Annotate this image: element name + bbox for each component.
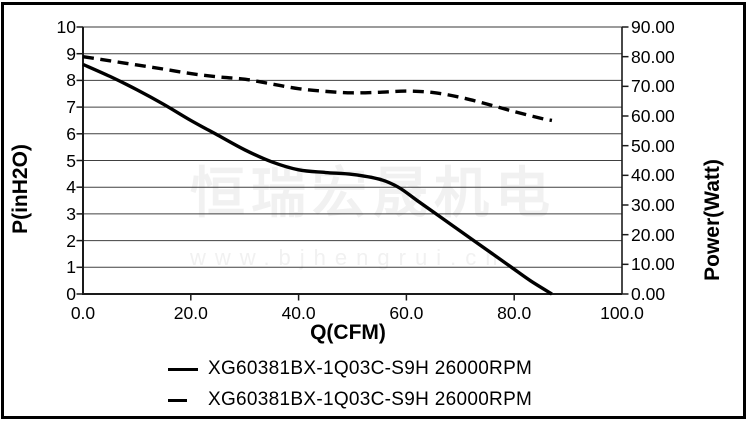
y-left-tick-label: 8 <box>66 70 76 91</box>
x-tick-label: 60.0 <box>389 303 424 323</box>
y-right-tick-label: 80.00 <box>631 46 675 67</box>
legend-item-power: XG60381BX-1Q03C-S9H 26000RPM <box>168 389 532 411</box>
y-right-tick-label: 40.00 <box>631 165 675 186</box>
y-right-tick-label: 20.00 <box>631 224 675 245</box>
y-left-tick-label: 7 <box>66 97 76 118</box>
y-left-tick-label: 0 <box>66 284 76 304</box>
legend-dashed-line-marker <box>168 398 187 402</box>
y-right-tick-label: 90.00 <box>631 17 675 37</box>
legend-item-pressure: XG60381BX-1Q03C-S9H 26000RPM <box>168 358 532 380</box>
power-curve <box>82 54 553 123</box>
x-tick-label: 40.0 <box>281 303 316 323</box>
y-right-tick-label: 30.00 <box>631 195 675 215</box>
legend-label-power: XG60381BX-1Q03C-S9H 26000RPM <box>208 389 533 410</box>
watermark-url-text: www.bjhengrui.cn <box>190 245 507 270</box>
x-tick-label: 0.0 <box>70 303 96 323</box>
y-right-tick-label: 70.00 <box>631 76 675 97</box>
y-left-tick-label: 5 <box>66 150 76 171</box>
y-left-tick-label: 6 <box>66 123 76 144</box>
y-left-tick-label: 10 <box>56 17 76 37</box>
y-right-tick-label: 0.00 <box>631 284 666 304</box>
watermark-chinese-text: 恒瑞宏晟机电 <box>190 162 557 224</box>
x-tick-label: 80.0 <box>497 303 532 323</box>
y-right-tick-label: 50.00 <box>631 135 675 156</box>
y-right-tick-label: 10.00 <box>631 254 675 275</box>
legend-solid-line-marker <box>168 367 198 371</box>
x-axis-title: Q(CFM) <box>310 321 386 344</box>
x-tick-label: 20.0 <box>173 303 208 323</box>
y-left-tick-label: 2 <box>66 230 76 251</box>
y-left-tick-label: 4 <box>66 177 76 198</box>
pressure-curve <box>82 62 553 296</box>
y-right-tick-label: 60.00 <box>631 106 675 126</box>
x-tick-label: 100.0 <box>600 303 644 323</box>
y-left-tick-label: 1 <box>66 257 76 278</box>
y-left-tick-label: 9 <box>66 43 76 64</box>
watermark: 恒瑞宏晟机电 www.bjhengrui.cn <box>190 166 556 271</box>
legend-label-pressure: XG60381BX-1Q03C-S9H 26000RPM <box>208 358 533 379</box>
y-left-tick-label: 3 <box>66 203 76 224</box>
